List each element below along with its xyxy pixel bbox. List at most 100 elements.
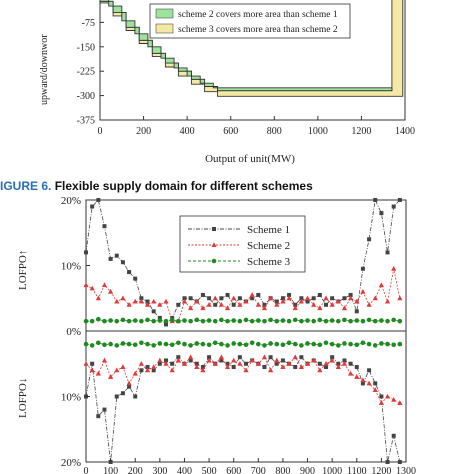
chart2-line-scheme3-down: [85, 342, 400, 346]
chart2-point-scheme3-down: [194, 341, 200, 346]
chart2-point-scheme2-down: [317, 367, 323, 373]
chart2-point-scheme1-up: [182, 296, 187, 301]
chart2-point-scheme1-down: [139, 368, 144, 373]
chart2-point-scheme3-down: [89, 343, 95, 348]
chart2-point-scheme2-up: [181, 298, 188, 304]
chart2-point-scheme1-up: [360, 266, 365, 271]
chart2-point-scheme3-down: [317, 342, 323, 348]
chart2-point-scheme1-down: [170, 361, 175, 366]
chart2-point-scheme3-up: [292, 317, 298, 323]
chart2-point-scheme2-up: [292, 305, 298, 311]
chart2-point-scheme3-down: [379, 341, 384, 346]
chart2-point-scheme3-up: [286, 318, 292, 324]
chart2-point-scheme3-up: [262, 318, 267, 324]
chart2-point-scheme1-up: [219, 296, 224, 301]
chart2-point-scheme2-up: [95, 295, 101, 301]
chart2-point-scheme1-down: [280, 358, 285, 363]
chart2-point-scheme2-down: [132, 370, 138, 376]
chart2-point-scheme2-up: [397, 295, 403, 301]
chart2-point-scheme1-down: [373, 381, 378, 386]
chart2-point-scheme1-down: [114, 394, 119, 399]
chart2-point-scheme2-up: [274, 302, 280, 307]
chart2-point-scheme3-up: [348, 318, 353, 324]
chart2-point-scheme3-up: [360, 318, 366, 324]
chart2-point-scheme2-down: [372, 387, 378, 392]
chart2-point-scheme1-down: [262, 365, 267, 370]
chart2-point-scheme1-up: [299, 296, 304, 301]
chart1-y-tick-label: -225: [77, 67, 95, 78]
chart2-point-scheme3-down: [292, 341, 298, 347]
chart1-legend-label-scheme3: scheme 3 covers more area than scheme 2: [178, 25, 338, 35]
chart2-point-scheme3-up: [169, 317, 175, 323]
chart2-legend-marker-scheme2: [211, 242, 217, 247]
chart2-point-scheme2-up: [89, 285, 95, 291]
chart2-point-scheme2-down: [181, 360, 188, 366]
chart2-point-scheme3-up: [126, 318, 132, 324]
chart2-point-scheme2-down: [286, 360, 292, 366]
chart2-bottom-y-label: LOFPO↓: [17, 378, 29, 418]
chart2-point-scheme2-up: [366, 302, 372, 307]
chart2-point-scheme2-down: [194, 364, 200, 370]
chart2-point-scheme1-down: [324, 365, 328, 370]
chart2-point-scheme1-down: [207, 355, 212, 360]
chart2-legend-label-scheme2: Scheme 2: [247, 240, 290, 252]
chart2-point-scheme2-down: [126, 380, 132, 386]
chart2-point-scheme3-down: [212, 340, 218, 346]
chart2-point-scheme2-up: [341, 305, 348, 311]
chart2-x-tick-label: 1000: [322, 466, 342, 474]
chart2-top-y-tick-label: 10%: [61, 261, 81, 273]
chart1-x-tick-label: 200: [136, 126, 151, 137]
chart2-point-scheme1-up: [90, 204, 95, 209]
chart2-point-scheme3-up: [120, 317, 126, 323]
chart2-point-scheme3-up: [323, 318, 329, 324]
chart2-point-scheme2-up: [126, 302, 132, 307]
chart2-x-ticks: 0 100 200 300 400 500 600 700 800 900 1000 1100 1200…: [84, 458, 416, 474]
chart2-point-scheme2-up: [132, 298, 138, 304]
chart2-point-scheme1-up: [256, 292, 261, 297]
chart1-x-tick-label: 1400: [395, 126, 415, 137]
chart2-point-scheme1-down: [391, 433, 396, 438]
chart2-point-scheme2-down: [366, 380, 372, 386]
chart2-legend-label-scheme3: Scheme 3: [247, 256, 291, 268]
chart2-point-scheme1-up: [373, 198, 378, 202]
chart2-legend: Scheme 1 Scheme 2 Scheme 3: [179, 215, 306, 273]
chart2-point-scheme1-up: [280, 296, 285, 301]
chart2-point-scheme3-down: [286, 340, 292, 346]
chart2-point-scheme2-up: [268, 295, 274, 301]
chart2-point-scheme3-up: [379, 318, 384, 323]
chart2-point-scheme3-down: [188, 343, 193, 348]
chart2-x-tick-label: 100: [103, 466, 118, 474]
chart2-point-scheme3-up: [372, 318, 378, 324]
chart2-point-scheme2-up: [329, 302, 335, 307]
chart2-point-scheme3-down: [366, 341, 372, 347]
chart2-point-scheme2-down: [218, 354, 224, 360]
chart2-point-scheme1-down: [194, 361, 199, 366]
chart2-point-scheme2-down: [169, 367, 175, 373]
chart2-point-scheme2-down: [224, 364, 231, 370]
chart2-point-scheme3-up: [256, 318, 261, 323]
chart2-point-scheme2-down: [274, 357, 280, 363]
chart2-point-scheme2-down: [391, 396, 397, 402]
chart2-point-scheme3-up: [206, 318, 212, 323]
chart2-line-scheme1-up: [85, 198, 401, 325]
chart2-point-scheme3-down: [256, 341, 261, 347]
chart1-x-tick-label: 0: [98, 126, 103, 137]
chart1-legend-box: [149, 3, 351, 39]
chart2-point-scheme2-down: [89, 367, 95, 373]
chart2-point-scheme3-down: [169, 342, 175, 348]
chart2-point-scheme1-up: [151, 309, 156, 314]
chart2-point-scheme1-down: [268, 355, 273, 360]
chart2-point-scheme3-up: [163, 318, 169, 324]
chart2-point-scheme2-up: [378, 282, 384, 288]
chart2-x-tick-label: 800: [275, 466, 290, 474]
chart2-point-scheme3-up: [89, 318, 95, 324]
chart2-point-scheme1-up: [96, 198, 101, 202]
chart2-point-scheme2-up: [114, 298, 120, 304]
chart2-point-scheme3-down: [243, 342, 249, 348]
chart2-point-scheme1-down: [317, 361, 322, 366]
chart2-point-scheme2-up: [231, 295, 237, 301]
chart2-point-scheme3-down: [262, 343, 267, 348]
chart2-point-scheme1-down: [342, 358, 347, 363]
chart2-point-scheme3-up: [194, 317, 200, 323]
chart2-point-scheme3-up: [342, 317, 347, 323]
